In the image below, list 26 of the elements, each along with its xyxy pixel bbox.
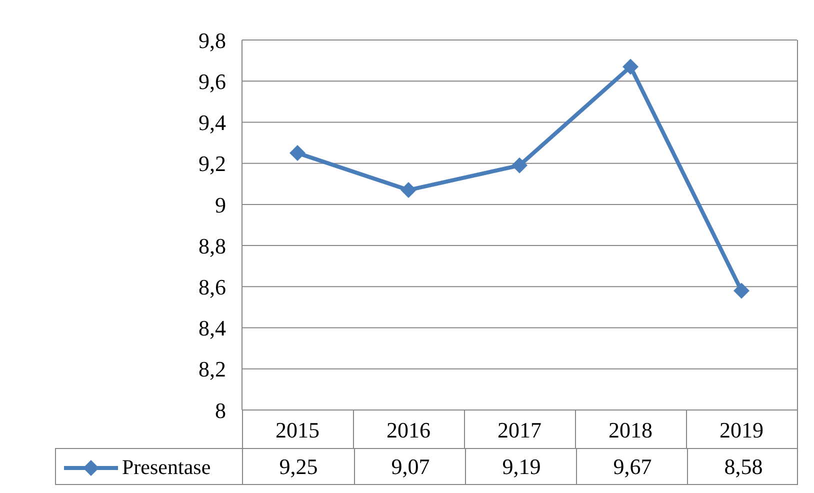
- y-tick-label: 9,4: [198, 110, 226, 136]
- point: [622, 58, 638, 75]
- point: [400, 182, 416, 198]
- x-tick-label: 2017: [498, 418, 542, 443]
- x-tick-label: 2019: [720, 418, 764, 443]
- data-label: 9,19: [465, 449, 577, 484]
- y-tick-label: 9,8: [198, 28, 226, 53]
- data-label: 9,07: [354, 449, 466, 484]
- y-tick-label: 9,2: [198, 151, 226, 176]
- x-tick-label: 2018: [608, 418, 652, 443]
- point: [734, 282, 750, 299]
- data-label: 8,58: [687, 449, 799, 484]
- x-tick-label: 2016: [386, 418, 430, 443]
- y-tick-label: 8,6: [198, 274, 226, 300]
- point: [290, 145, 306, 162]
- point: [512, 157, 528, 174]
- y-tick-label: 8,2: [198, 356, 226, 382]
- y-tick-label: 9: [215, 192, 226, 218]
- y-tick-label: 9,6: [198, 68, 226, 94]
- y-tick-label: 8,8: [198, 233, 226, 258]
- x-tick-label: 2015: [276, 418, 320, 443]
- legend-label: Presentase: [122, 455, 211, 480]
- y-tick-label: 8,4: [198, 316, 226, 341]
- y-tick-label: 8: [215, 398, 226, 423]
- data-label: 9,25: [278, 452, 319, 480]
- data-label: 9,67: [576, 449, 688, 484]
